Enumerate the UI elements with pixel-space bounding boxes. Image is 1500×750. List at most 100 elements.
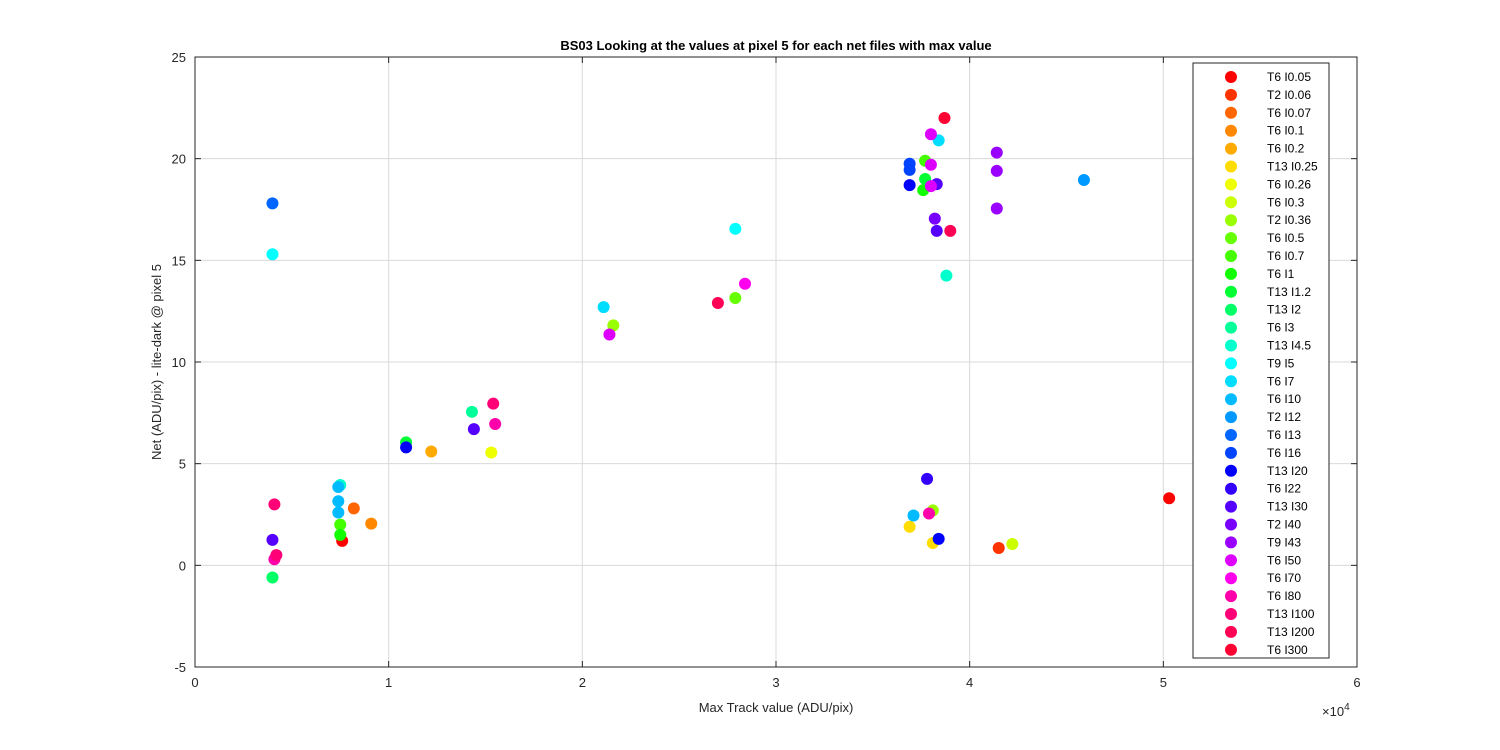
legend-marker: [1225, 339, 1237, 352]
y-axis-label: Net (ADU/pix) - lite-dark @ pixel 5: [149, 264, 164, 460]
x-tick-label: 3: [772, 675, 779, 690]
data-point: [485, 446, 498, 459]
data-point: [266, 571, 279, 584]
data-point: [992, 542, 1005, 555]
y-tick-label: 0: [179, 558, 186, 573]
data-point: [266, 248, 279, 261]
data-point: [334, 528, 347, 541]
data-point: [924, 128, 937, 141]
data-point: [938, 112, 951, 124]
legend-label: T6 I0.7: [1267, 249, 1305, 263]
data-point: [489, 418, 502, 431]
legend-marker: [1225, 482, 1237, 495]
legend-label: T6 I7: [1267, 374, 1295, 388]
legend-marker: [1225, 464, 1237, 477]
data-point: [332, 495, 345, 508]
x-axis-exponent: ×104: [1322, 702, 1350, 719]
data-point: [425, 445, 438, 458]
legend-marker: [1225, 321, 1237, 334]
data-point: [907, 509, 920, 522]
data-point: [1006, 537, 1019, 550]
legend-marker: [1225, 446, 1237, 459]
y-tick-label: -5: [174, 660, 186, 675]
legend-label: T13 I1.2: [1267, 285, 1311, 299]
legend-marker: [1225, 303, 1237, 316]
data-point: [729, 291, 742, 304]
data-point: [487, 397, 500, 410]
legend-marker: [1225, 411, 1237, 424]
legend-label: T9 I43: [1267, 535, 1301, 549]
legend-marker: [1225, 267, 1237, 280]
legend-marker: [1225, 554, 1237, 567]
data-point: [1163, 492, 1176, 505]
legend-label: T13 I100: [1267, 607, 1315, 621]
legend-marker: [1225, 160, 1237, 173]
legend-marker: [1225, 500, 1237, 513]
x-tick-label: 5: [1160, 675, 1167, 690]
legend-label: T9 I5: [1267, 356, 1295, 370]
legend-label: T6 I3: [1267, 321, 1295, 335]
data-point: [930, 224, 943, 237]
legend-label: T6 I13: [1267, 428, 1301, 442]
data-point: [334, 518, 347, 531]
legend: T6 I0.05 T2 I0.06 T6 I0.07 T6 I0.1 T6 I0.2 T1…: [1192, 62, 1330, 659]
data-point: [922, 507, 935, 520]
chart-title: BS03 Looking at the values at pixel 5 fo…: [560, 38, 991, 53]
x-axis-label: Max Track value (ADU/pix): [699, 700, 854, 715]
data-point: [990, 164, 1003, 177]
data-point: [607, 319, 620, 332]
legend-label: T2 I0.36: [1267, 213, 1311, 227]
legend-label: T6 I0.3: [1267, 195, 1305, 209]
legend-box: [1192, 62, 1330, 659]
legend-label: T6 I16: [1267, 446, 1301, 460]
legend-marker: [1225, 250, 1237, 262]
legend-label: T13 I20: [1267, 464, 1308, 478]
legend-marker: [1225, 643, 1237, 656]
legend-label: T2 I0.06: [1267, 88, 1311, 102]
data-point: [268, 498, 281, 511]
data-point: [940, 269, 953, 282]
legend-label: T6 I22: [1267, 482, 1301, 496]
legend-marker: [1225, 232, 1237, 245]
data-point: [347, 502, 360, 515]
legend-label: T2 I40: [1267, 518, 1301, 532]
y-tick-label: 25: [172, 50, 186, 65]
data-point: [332, 481, 345, 494]
data-point: [711, 297, 724, 310]
legend-label: T6 I50: [1267, 553, 1301, 567]
legend-label: T6 I0.5: [1267, 231, 1305, 245]
data-point: [921, 472, 934, 485]
data-point: [729, 222, 742, 235]
legend-label: T13 I200: [1267, 625, 1315, 639]
x-axis-exponent-base: ×10: [1322, 704, 1344, 719]
legend-marker: [1225, 572, 1237, 585]
data-point: [332, 506, 345, 519]
data-point: [467, 423, 480, 436]
legend-label: T6 I0.2: [1267, 142, 1305, 156]
data-point: [1077, 174, 1090, 187]
legend-label: T6 I0.05: [1267, 70, 1311, 84]
data-point: [944, 224, 957, 237]
legend-marker: [1225, 214, 1237, 227]
legend-label: T13 I0.25: [1267, 160, 1318, 174]
data-point: [365, 517, 378, 530]
legend-marker: [1225, 142, 1237, 155]
legend-marker: [1225, 536, 1237, 549]
legend-marker: [1225, 357, 1237, 370]
legend-marker: [1225, 88, 1237, 101]
legend-label: T6 I10: [1267, 392, 1301, 406]
legend-marker: [1225, 625, 1237, 638]
data-point: [266, 533, 279, 546]
legend-label: T13 I30: [1267, 500, 1308, 514]
legend-label: T2 I12: [1267, 410, 1301, 424]
data-point: [932, 532, 945, 545]
x-axis-exponent-power: 4: [1344, 702, 1350, 713]
data-point: [990, 146, 1003, 159]
data-point: [903, 179, 916, 192]
data-point: [903, 520, 916, 533]
y-tick-label: 5: [179, 457, 186, 472]
x-tick-label: 2: [579, 675, 586, 690]
legend-marker: [1225, 429, 1237, 441]
data-point: [924, 158, 937, 171]
data-point: [928, 212, 941, 225]
